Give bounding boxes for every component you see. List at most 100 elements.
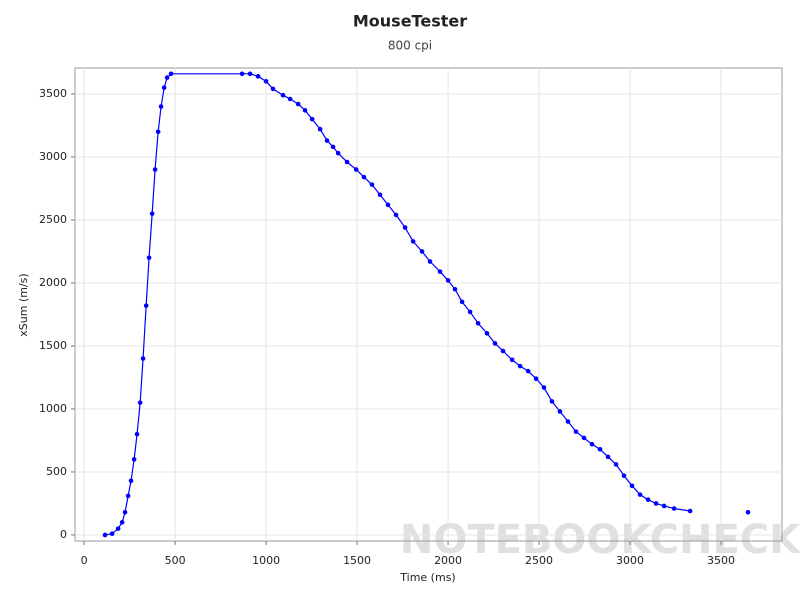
data-point xyxy=(459,299,465,305)
data-point xyxy=(295,101,301,107)
data-point xyxy=(393,212,399,218)
data-point xyxy=(661,503,667,509)
data-point xyxy=(621,473,627,479)
series-line xyxy=(104,73,691,536)
y-tick-label: 3500 xyxy=(39,87,67,100)
data-point xyxy=(492,341,498,346)
data-point xyxy=(330,144,336,150)
x-tick-label: 1000 xyxy=(252,554,280,567)
data-point xyxy=(484,331,490,336)
data-point xyxy=(419,249,425,254)
y-tick-label: 1000 xyxy=(39,402,67,415)
data-point xyxy=(109,531,115,536)
data-point xyxy=(125,493,131,499)
y-tick-label: 3000 xyxy=(39,150,67,163)
data-point xyxy=(119,520,125,525)
data-point xyxy=(137,400,143,405)
data-point xyxy=(475,320,481,326)
data-point xyxy=(581,435,587,441)
data-point xyxy=(377,192,383,198)
data-point xyxy=(589,441,595,447)
data-point xyxy=(437,269,443,274)
data-point xyxy=(653,501,659,506)
data-point xyxy=(239,71,245,77)
data-point xyxy=(152,167,158,172)
data-point xyxy=(146,255,152,261)
x-tick-label: 500 xyxy=(165,554,186,567)
x-tick-label: 3500 xyxy=(707,554,735,567)
data-point xyxy=(140,356,146,361)
watermark: NOTEBOOKCHECK xyxy=(400,517,800,563)
data-point xyxy=(557,409,563,414)
data-point xyxy=(467,309,473,315)
data-point xyxy=(155,129,161,135)
chart-title: MouseTester xyxy=(353,12,467,31)
data-point xyxy=(344,159,350,165)
data-point xyxy=(573,429,579,434)
x-axis-label: Time (ms) xyxy=(399,571,455,584)
data-point xyxy=(361,174,367,180)
data-point xyxy=(533,376,539,382)
data-point xyxy=(335,150,341,156)
data-point xyxy=(168,71,174,77)
x-tick-label: 3000 xyxy=(616,554,644,567)
data-point xyxy=(353,167,359,172)
data-point xyxy=(613,462,619,467)
data-point xyxy=(410,239,416,244)
data-point xyxy=(102,532,108,538)
data-point xyxy=(270,86,276,92)
data-point xyxy=(671,506,677,511)
data-point xyxy=(629,483,635,489)
data-point xyxy=(745,509,751,515)
data-point xyxy=(645,497,651,502)
data-point xyxy=(128,478,134,484)
x-tick-label: 0 xyxy=(81,554,88,567)
chart-subtitle: 800 cpi xyxy=(388,39,432,53)
data-point xyxy=(385,202,391,208)
data-point xyxy=(509,357,515,363)
data-point xyxy=(541,385,547,390)
data-point xyxy=(427,259,433,264)
data-point xyxy=(247,71,253,77)
data-point xyxy=(302,108,308,113)
data-point xyxy=(549,399,555,404)
y-axis-label: xSum (m/s) xyxy=(17,273,30,336)
data-point xyxy=(402,225,408,230)
data-point xyxy=(143,303,149,308)
data-point xyxy=(565,419,571,424)
x-tick-label: 1500 xyxy=(343,554,371,567)
data-point xyxy=(287,96,293,102)
data-point xyxy=(605,454,611,460)
data-point xyxy=(637,492,643,497)
data-point xyxy=(134,431,140,437)
data-point xyxy=(161,85,167,90)
data-point xyxy=(164,75,170,80)
data-point xyxy=(517,363,523,369)
data-point xyxy=(597,446,603,452)
data-point xyxy=(263,79,269,84)
plot-frame xyxy=(74,67,783,542)
data-point xyxy=(158,104,164,109)
data-point xyxy=(452,286,458,292)
data-point xyxy=(280,92,286,98)
y-tick-label: 0 xyxy=(60,528,67,541)
y-tick-label: 500 xyxy=(46,465,67,478)
x-tick-label: 2500 xyxy=(525,554,553,567)
data-point xyxy=(309,116,315,122)
data-point xyxy=(131,457,137,462)
data-point xyxy=(255,74,261,79)
y-tick-label: 2500 xyxy=(39,213,67,226)
data-point xyxy=(149,211,155,216)
y-tick-label: 2000 xyxy=(39,276,67,289)
data-point xyxy=(317,126,323,132)
data-point xyxy=(525,368,531,374)
data-point xyxy=(115,526,121,531)
x-tick-label: 2000 xyxy=(434,554,462,567)
data-point xyxy=(687,508,693,514)
data-point xyxy=(369,182,375,187)
data-point xyxy=(500,348,506,354)
y-tick-label: 1500 xyxy=(39,339,67,352)
data-point xyxy=(122,509,128,515)
